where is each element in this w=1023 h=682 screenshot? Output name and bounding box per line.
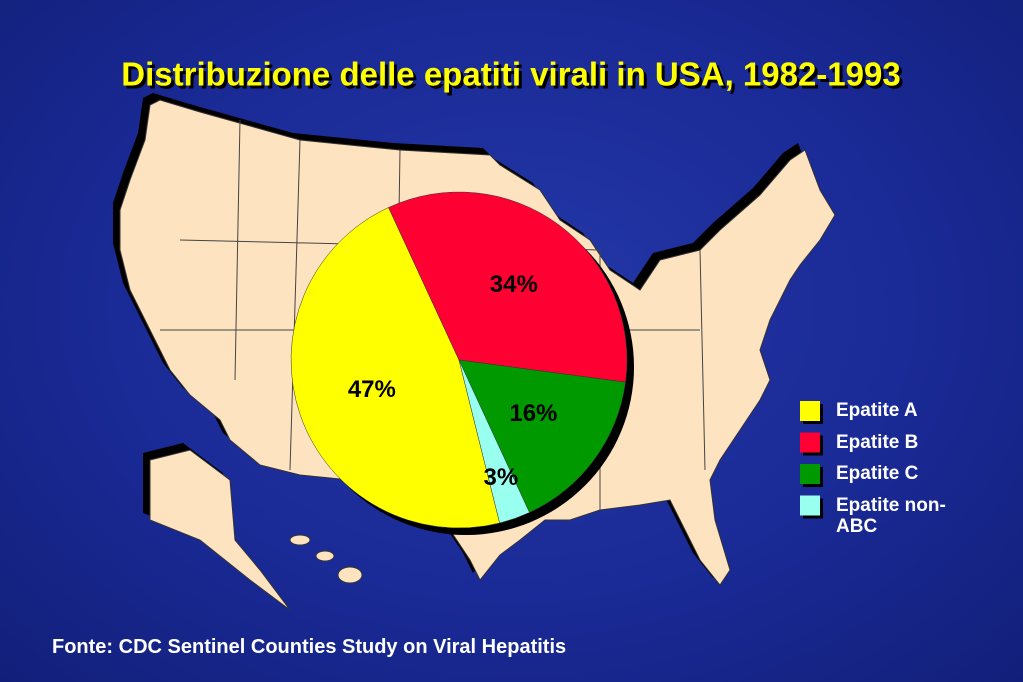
- source-note: Fonte: CDC Sentinel Counties Study on Vi…: [52, 636, 567, 658]
- title-shadow: Distribuzione delle epatiti virali in US…: [124, 59, 903, 96]
- legend-swatch: [800, 401, 820, 421]
- chart-title: Distribuzione delle epatiti virali in US…: [121, 56, 900, 93]
- legend-swatch: [800, 464, 820, 484]
- data-label: 47%: [348, 376, 396, 403]
- pie-slice: [290, 207, 500, 529]
- pie-slice: [458, 359, 530, 524]
- legend-swatch: [800, 495, 820, 516]
- data-label: 34%: [490, 271, 538, 298]
- legend-label: Epatite A: [836, 400, 918, 421]
- data-label: 3%: [484, 464, 519, 491]
- data-label: 16%: [509, 400, 557, 427]
- legend-label: Epatite B: [836, 431, 919, 453]
- legend-swatch: [800, 432, 820, 453]
- pie-slice: [388, 191, 628, 383]
- pie-slice: [458, 359, 626, 513]
- legend-label: Epatite C: [836, 463, 919, 484]
- legend-label: Epatite non-ABC: [836, 494, 946, 537]
